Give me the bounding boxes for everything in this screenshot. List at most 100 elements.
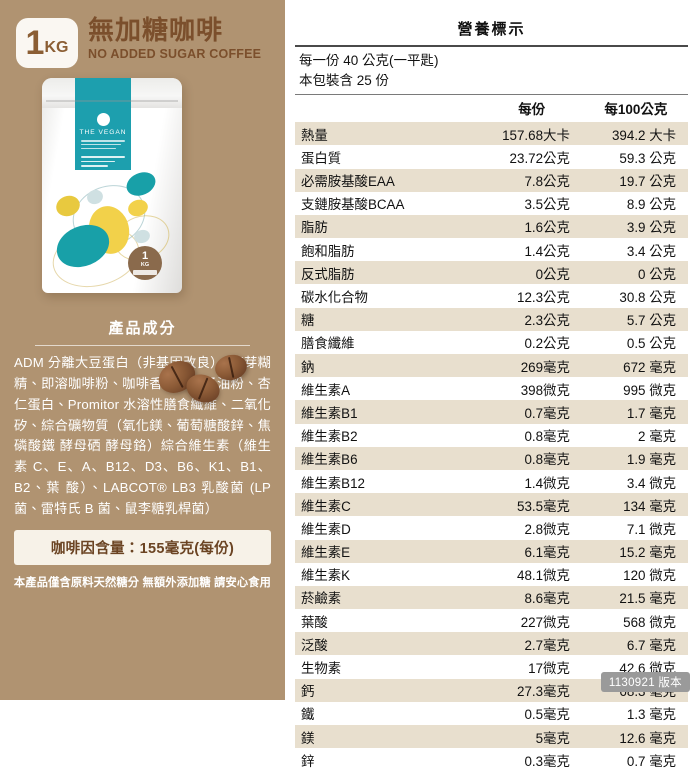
column-header-per-serving: 每份 bbox=[518, 102, 546, 118]
column-header-name bbox=[295, 95, 480, 122]
nutrient-name: 鋅 bbox=[301, 753, 315, 769]
servings-per-container-text: 本包裝含 25 份 bbox=[299, 72, 390, 88]
value-per-100g: 0.7 毫克 bbox=[626, 753, 676, 769]
nutrition-rule-middle bbox=[295, 94, 688, 96]
table-row: 維生素B2 0.8毫克 2 毫克 bbox=[295, 424, 688, 447]
table-row: 維生素A 398微克 995 微克 bbox=[295, 377, 688, 400]
pouch-weight-circle: 1 KG bbox=[128, 246, 162, 280]
nutrition-facts-panel: 營養標示 每一份 40 公克(一平匙) 本包裝含 25 份 每份 每100公克 … bbox=[285, 0, 700, 769]
sugar-disclaimer-text: 本產品僅含原料天然糖分 無額外添加糖 請安心食用 bbox=[13, 576, 272, 589]
value-per-100g: 12.6 毫克 bbox=[583, 725, 688, 749]
value-per-serving: 5毫克 bbox=[479, 725, 584, 749]
table-row: 糖 2.3公克 5.7 公克 bbox=[295, 307, 688, 331]
value-per-serving: 0.8毫克 bbox=[524, 429, 570, 445]
version-badge: 1130921 版本 bbox=[600, 672, 690, 692]
table-row: 泛酸 2.7毫克 6.7 毫克 bbox=[295, 632, 688, 656]
table-row: 菸鹼素 8.6毫克 21.5 毫克 bbox=[295, 585, 688, 610]
weight-badge: 1 KG bbox=[16, 18, 78, 68]
nutrient-name: 維生素A bbox=[301, 382, 351, 398]
nutrition-label-page: 1 KG 無加糖咖啡 NO ADDED SUGAR COFFEE THE VEG… bbox=[0, 0, 700, 700]
value-per-serving: 269毫克 bbox=[479, 354, 584, 378]
value-per-serving: 0公克 bbox=[479, 261, 584, 285]
table-row: 鋅 0.3毫克 0.7 毫克 bbox=[295, 748, 688, 771]
table-row: 維生素K 48.1微克 120 微克 bbox=[295, 563, 688, 586]
value-per-serving: 1.6公克 bbox=[479, 214, 584, 239]
value-per-100g: 0 公克 bbox=[583, 261, 688, 285]
table-row: 碳水化合物 12.3公克 30.8 公克 bbox=[295, 284, 688, 307]
ingredients-text: ADM 分離大豆蛋白（非基因改良）、麥芽糊精、即溶咖啡粉、咖啡香料、椰子油粉、杏… bbox=[14, 355, 271, 517]
table-row: 維生素D 2.8微克 7.1 微克 bbox=[295, 516, 688, 539]
product-pouch: THE VEGAN bbox=[42, 78, 182, 293]
nutrition-facts-title: 營養標示 bbox=[457, 21, 526, 38]
nutrient-name: 脂肪 bbox=[295, 214, 480, 239]
serving-size-text: 每一份 40 公克(一平匙) bbox=[299, 53, 439, 68]
nutrient-name: 碳水化合物 bbox=[301, 290, 368, 306]
table-row: 蛋白質 23.72公克 59.3 公克 bbox=[295, 145, 688, 168]
nutrient-name: 維生素E bbox=[295, 539, 480, 563]
product-header: 1 KG 無加糖咖啡 NO ADDED SUGAR COFFEE bbox=[0, 0, 285, 68]
table-row: 維生素B1 0.7毫克 1.7 毫克 bbox=[295, 400, 688, 424]
table-row: 脂肪 1.6公克 3.9 公克 bbox=[295, 214, 688, 239]
table-row: 反式脂肪 0公克 0 公克 bbox=[295, 261, 688, 285]
value-per-100g: 7.1 微克 bbox=[626, 521, 676, 537]
value-per-100g: 3.9 公克 bbox=[583, 214, 688, 239]
value-per-100g: 59.3 公克 bbox=[619, 150, 676, 166]
value-per-100g: 6.7 毫克 bbox=[583, 632, 688, 656]
product-title-english: NO ADDED SUGAR COFFEE bbox=[88, 46, 262, 61]
product-info-panel: 1 KG 無加糖咖啡 NO ADDED SUGAR COFFEE THE VEG… bbox=[0, 0, 285, 700]
weight-number: 1 bbox=[25, 24, 45, 62]
value-per-serving: 398微克 bbox=[520, 382, 570, 398]
pouch-top-teal-band bbox=[75, 78, 131, 108]
value-per-100g: 1.7 毫克 bbox=[583, 400, 688, 424]
value-per-serving: 227微克 bbox=[520, 614, 570, 630]
pouch-brand-label: THE VEGAN bbox=[75, 108, 131, 170]
nutrient-name: 鈣 bbox=[295, 678, 480, 702]
nutrient-name: 蛋白質 bbox=[301, 150, 342, 166]
pouch-label-text-lines-chinese bbox=[81, 156, 125, 169]
nutrition-rule-top bbox=[295, 45, 688, 47]
value-per-100g: 5.7 公克 bbox=[583, 307, 688, 331]
nutrition-table: 每份 每100公克 熱量 157.68大卡 394.2 大卡 蛋白質 23.72公克 59… bbox=[295, 95, 688, 771]
vegan-logo-icon bbox=[96, 113, 110, 126]
nutrient-name: 熱量 bbox=[295, 122, 480, 146]
nutrient-name: 泛酸 bbox=[295, 632, 480, 656]
weight-unit: KG bbox=[44, 39, 69, 56]
pouch-brand-name: THE VEGAN bbox=[79, 129, 127, 136]
column-header-per-100g: 每100公克 bbox=[604, 102, 668, 118]
nutrient-name: 支鏈胺基酸BCAA bbox=[301, 197, 405, 213]
value-per-100g: 995 微克 bbox=[623, 382, 676, 398]
value-per-100g: 672 毫克 bbox=[583, 354, 688, 378]
nutrient-name: 必需胺基酸EAA bbox=[295, 168, 480, 192]
value-per-serving: 27.3毫克 bbox=[479, 678, 584, 702]
value-per-serving: 8.6毫克 bbox=[479, 585, 584, 610]
nutrient-name: 菸鹼素 bbox=[295, 585, 480, 610]
table-row: 維生素C 53.5毫克 134 毫克 bbox=[295, 493, 688, 517]
value-per-serving: 3.5公克 bbox=[524, 197, 570, 213]
value-per-100g: 8.9 公克 bbox=[626, 197, 676, 213]
pouch-weight-number: 1 bbox=[141, 250, 149, 262]
nutrient-name: 生物素 bbox=[301, 661, 342, 677]
value-per-serving: 7.8公克 bbox=[479, 168, 584, 192]
nutrient-name: 鈉 bbox=[295, 354, 480, 378]
nutrient-name: 糖 bbox=[295, 307, 480, 331]
nutrient-name: 維生素K bbox=[301, 568, 351, 584]
pouch-weight-unit: KG bbox=[140, 262, 150, 268]
value-per-serving: 48.1微克 bbox=[517, 568, 570, 584]
nutrient-name: 維生素B12 bbox=[301, 475, 365, 491]
ingredients-divider bbox=[35, 345, 250, 346]
value-per-100g: 2 毫克 bbox=[638, 429, 676, 445]
nutrient-name: 維生素C bbox=[295, 493, 480, 517]
value-per-serving: 0.5毫克 bbox=[524, 707, 570, 723]
value-per-serving: 157.68大卡 bbox=[479, 122, 584, 146]
nutrient-name: 葉酸 bbox=[301, 614, 328, 630]
nutrient-name: 膳食纖維 bbox=[301, 336, 355, 352]
table-row: 維生素E 6.1毫克 15.2 毫克 bbox=[295, 539, 688, 563]
table-row: 飽和脂肪 1.4公克 3.4 公克 bbox=[295, 238, 688, 261]
value-per-serving: 0.8毫克 bbox=[479, 446, 584, 470]
value-per-serving: 2.3公克 bbox=[479, 307, 584, 331]
value-per-100g: 120 微克 bbox=[623, 568, 676, 584]
pouch-seal-line bbox=[46, 100, 178, 102]
value-per-100g: 30.8 公克 bbox=[619, 290, 676, 306]
value-per-100g: 1.3 毫克 bbox=[626, 707, 676, 723]
table-row: 葉酸 227微克 568 微克 bbox=[295, 609, 688, 632]
